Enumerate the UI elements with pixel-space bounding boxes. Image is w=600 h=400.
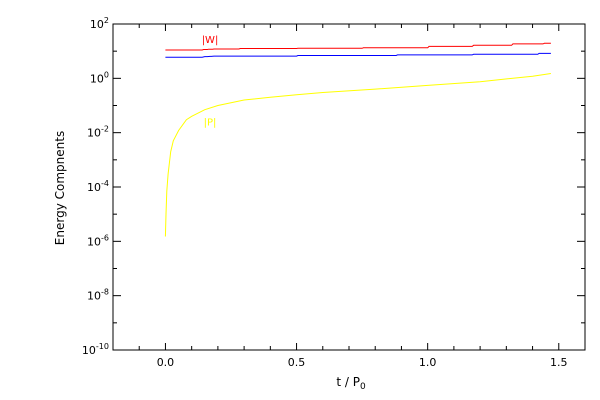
annotation-group: |W| |P| xyxy=(202,35,219,129)
x-tick-label: 1.5 xyxy=(550,356,568,369)
series-line-2 xyxy=(165,52,551,58)
plot-frame xyxy=(112,23,586,351)
x-tick-label: 0.0 xyxy=(157,356,175,369)
y-tick-label: 10-10 xyxy=(82,342,109,357)
y-tick-label: 10-6 xyxy=(87,233,109,248)
series-annotation: |W| xyxy=(202,35,219,46)
y-tick-label: 102 xyxy=(90,16,109,31)
y-tick-label: 10-2 xyxy=(87,125,109,140)
series-line-3 xyxy=(164,73,551,237)
x-tick-label: 0.5 xyxy=(288,356,306,369)
x-tick-label: 1.0 xyxy=(419,356,437,369)
x-axis-label: t / P0 xyxy=(336,375,366,392)
series-line-1 xyxy=(165,42,551,51)
series-group xyxy=(164,42,551,237)
y-tick-label: 100 xyxy=(90,70,109,85)
ticks-group: 0.0 0.5 1.0 1.5 102 100 10-2 10-4 10-6 10-8 10-10 xyxy=(82,16,586,369)
y-axis-label: Energy Compnents xyxy=(53,131,67,245)
y-tick-label: 10-8 xyxy=(87,288,109,303)
y-tick-label: 10-4 xyxy=(87,179,109,194)
series-annotation: |P| xyxy=(204,118,217,129)
plot-frame-group xyxy=(112,23,586,351)
